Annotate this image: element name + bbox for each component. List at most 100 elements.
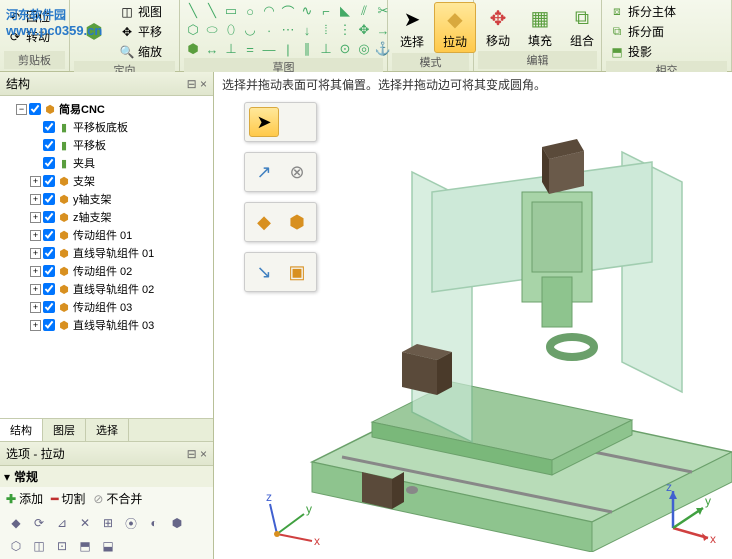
split-body-button[interactable]: ⧈拆分主体 <box>606 2 679 21</box>
offset-tool[interactable]: ⫽ <box>355 2 373 20</box>
arc-tool[interactable]: ⌒ <box>279 2 297 20</box>
opt-tool-9[interactable]: ⬡ <box>6 536 26 556</box>
tree-checkbox[interactable] <box>43 247 55 259</box>
tab-structure[interactable]: 结构 <box>0 419 43 441</box>
constraint-tool[interactable]: ⊥ <box>222 40 240 58</box>
tree-item[interactable]: +⬢y轴支架 <box>2 190 211 208</box>
expand-icon[interactable]: + <box>30 320 41 331</box>
project-button[interactable]: ⬒投影 <box>606 42 679 61</box>
expand-icon[interactable]: + <box>30 212 41 223</box>
ft-full[interactable]: ▣ <box>282 257 312 287</box>
opt-tool-1[interactable]: ◆ <box>6 513 26 533</box>
polygon-tool[interactable]: ⬡ <box>184 21 202 39</box>
eq-tool[interactable]: = <box>241 40 259 58</box>
expand-icon[interactable]: + <box>30 194 41 205</box>
view-button[interactable]: ⬢ <box>74 16 114 48</box>
tree-checkbox[interactable] <box>43 283 55 295</box>
ft-sweep[interactable]: ⊗ <box>282 157 312 187</box>
collapse-icon[interactable]: − <box>16 104 27 115</box>
expand-icon[interactable]: + <box>30 248 41 259</box>
opt-tool-6[interactable]: ⦿ <box>121 513 141 533</box>
add-option[interactable]: ✚添加 <box>6 490 43 507</box>
fillet-tool[interactable]: ⌐ <box>317 2 335 20</box>
opt-tool-2[interactable]: ⟳ <box>29 513 49 533</box>
tree-checkbox[interactable] <box>43 139 55 151</box>
tree-item[interactable]: ▮夹具 <box>2 154 211 172</box>
cut-option[interactable]: ━切割 <box>51 490 85 507</box>
return-button[interactable]: ↶回位 <box>4 7 53 26</box>
opt-tool-12[interactable]: ⬒ <box>75 536 95 556</box>
tangent-arc-tool[interactable]: ◡ <box>241 21 259 39</box>
split-face-button[interactable]: ⧉拆分面 <box>606 22 679 41</box>
par-tool[interactable]: ∥ <box>298 40 316 58</box>
tree-checkbox[interactable] <box>43 175 55 187</box>
expand-icon[interactable]: + <box>30 230 41 241</box>
pan-button[interactable]: ✥平移 <box>116 22 165 41</box>
v-tool[interactable]: | <box>279 40 297 58</box>
view-sm-button[interactable]: ◫视图 <box>116 2 165 21</box>
panel-close-button[interactable]: ⊟ × <box>187 77 207 91</box>
select-mode-button[interactable]: ➤ 选择 <box>392 3 432 52</box>
project-tool[interactable]: ↓ <box>298 21 316 39</box>
tree-checkbox[interactable] <box>43 265 55 277</box>
options-close-button[interactable]: ⊟ × <box>187 447 207 461</box>
opt-tool-10[interactable]: ◫ <box>29 536 49 556</box>
point-tool[interactable]: ∙ <box>260 21 278 39</box>
circle-tool[interactable]: ○ <box>241 2 259 20</box>
spline-tool[interactable]: ∿ <box>298 2 316 20</box>
nomerge-option[interactable]: ⊘不合并 <box>93 490 142 507</box>
tree-checkbox[interactable] <box>43 301 55 313</box>
line-tool[interactable]: ╲ <box>184 2 202 20</box>
tree-item[interactable]: +⬢直线导轨组件 03 <box>2 316 211 334</box>
chamfer-tool[interactable]: ◣ <box>336 2 354 20</box>
move-button[interactable]: ✥ 移动 <box>478 2 518 51</box>
ft-cursor[interactable]: ➤ <box>249 107 279 137</box>
tree-item[interactable]: +⬢支架 <box>2 172 211 190</box>
slot-tool[interactable]: ⬯ <box>222 21 240 39</box>
tree-item[interactable]: +⬢传动组件 01 <box>2 226 211 244</box>
opt-tool-11[interactable]: ⊡ <box>52 536 72 556</box>
tree-checkbox[interactable] <box>43 319 55 331</box>
expand-icon[interactable]: + <box>30 176 41 187</box>
tree-checkbox[interactable] <box>29 103 41 115</box>
arc3-tool[interactable]: ◠ <box>260 2 278 20</box>
opt-tool-5[interactable]: ⊞ <box>98 513 118 533</box>
tree-item[interactable]: ▮平移板 <box>2 136 211 154</box>
general-toggle[interactable]: ▾ 常规 <box>0 466 213 487</box>
tree-checkbox[interactable] <box>43 211 55 223</box>
pull-mode-button[interactable]: ◆ 拉动 <box>434 2 476 53</box>
opt-tool-13[interactable]: ⬓ <box>98 536 118 556</box>
opt-tool-8[interactable]: ⬢ <box>167 513 187 533</box>
tab-selection[interactable]: 选择 <box>86 419 129 441</box>
opt-tool-4[interactable]: ✕ <box>75 513 95 533</box>
tree-checkbox[interactable] <box>43 157 55 169</box>
combine-button[interactable]: ⧉ 组合 <box>562 2 602 51</box>
conc-tool[interactable]: ◎ <box>355 40 373 58</box>
h-tool[interactable]: — <box>260 40 278 58</box>
rotate-button[interactable]: ⟳转动 <box>4 27 53 46</box>
3d-tool[interactable]: ⬢ <box>184 40 202 58</box>
tree-item[interactable]: +⬢直线导轨组件 01 <box>2 244 211 262</box>
tree-item[interactable]: ▮平移板底板 <box>2 118 211 136</box>
rect-tool[interactable]: ▭ <box>222 2 240 20</box>
tree-checkbox[interactable] <box>43 193 55 205</box>
construction-tool[interactable]: ⋯ <box>279 21 297 39</box>
expand-icon[interactable]: + <box>30 266 41 277</box>
tree-root[interactable]: − ⬢ 简易CNC <box>2 100 211 118</box>
tree-checkbox[interactable] <box>43 121 55 133</box>
ft-upto[interactable]: ↘ <box>249 257 279 287</box>
3d-viewport[interactable]: 选择并拖动表面可将其偏置。选择并拖动边可将其变成圆角。 ➤ ↗ ⊗ ◆ ⬢ ↘ <box>214 72 732 559</box>
expand-icon[interactable]: + <box>30 302 41 313</box>
dim-tool[interactable]: ↔ <box>203 40 221 58</box>
fill-button[interactable]: ▦ 填充 <box>520 2 560 51</box>
tree-item[interactable]: +⬢传动组件 03 <box>2 298 211 316</box>
ft-draft[interactable]: ◆ <box>249 207 279 237</box>
tree-item[interactable]: +⬢z轴支架 <box>2 208 211 226</box>
mirror-tool[interactable]: ⦙ <box>317 21 335 39</box>
zoom-button[interactable]: 🔍缩放 <box>116 42 165 61</box>
tan-tool[interactable]: ⊙ <box>336 40 354 58</box>
tangent-line-tool[interactable]: ╲ <box>203 2 221 20</box>
opt-tool-3[interactable]: ⊿ <box>52 513 72 533</box>
opt-tool-7[interactable]: ◐ <box>144 513 164 533</box>
ft-scale[interactable]: ⬢ <box>282 207 312 237</box>
